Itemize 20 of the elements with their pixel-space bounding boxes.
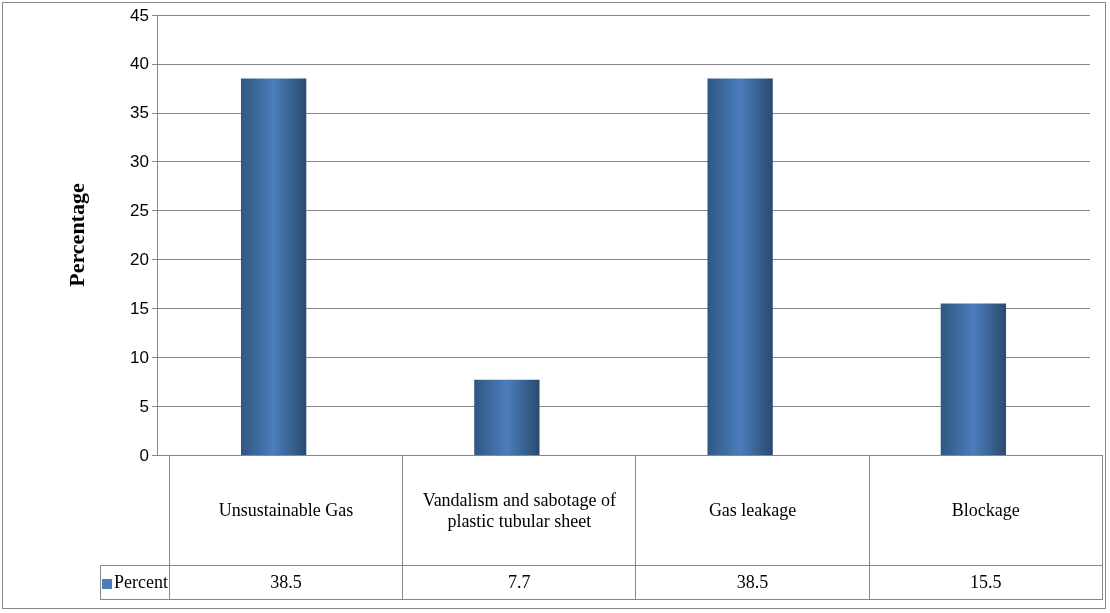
x-tick-label: Gas leakage <box>635 455 870 566</box>
y-tick-label: 10 <box>130 347 149 367</box>
x-tick-label: Unsustainable Gas <box>169 455 403 566</box>
data-label: 7.7 <box>402 565 636 600</box>
y-tick-label: 35 <box>130 103 149 123</box>
y-tick-label: 45 <box>130 5 149 25</box>
y-tick-label: 30 <box>130 152 149 172</box>
y-tick-label: 0 <box>139 445 149 465</box>
y-tick-label: 25 <box>130 201 149 221</box>
y-tick-label: 20 <box>130 249 149 269</box>
data-label: 15.5 <box>869 565 1103 600</box>
y-axis-title: Percentage <box>63 183 89 287</box>
data-label: 38.5 <box>169 565 403 600</box>
legend-label: Percent <box>100 565 170 600</box>
y-tick-label: 15 <box>130 298 149 318</box>
x-tick-label: Blockage <box>869 455 1103 566</box>
y-tick-label: 40 <box>130 54 149 74</box>
x-tick-label: Vandalism and sabotage of plastic tubular sheet <box>402 455 636 566</box>
data-label: 38.5 <box>635 565 870 600</box>
y-tick-label: 5 <box>139 396 149 416</box>
